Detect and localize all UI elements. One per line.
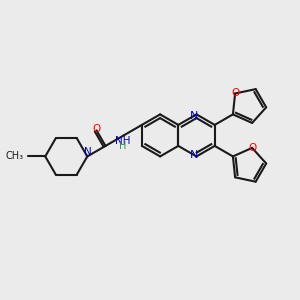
Text: N: N xyxy=(190,111,198,121)
Text: O: O xyxy=(248,143,256,153)
Text: H: H xyxy=(119,141,126,151)
Text: NH: NH xyxy=(115,136,130,146)
Text: CH₃: CH₃ xyxy=(6,152,24,161)
Text: N: N xyxy=(190,150,198,160)
Text: O: O xyxy=(92,124,101,134)
Text: N: N xyxy=(84,147,92,157)
Text: O: O xyxy=(231,88,239,98)
